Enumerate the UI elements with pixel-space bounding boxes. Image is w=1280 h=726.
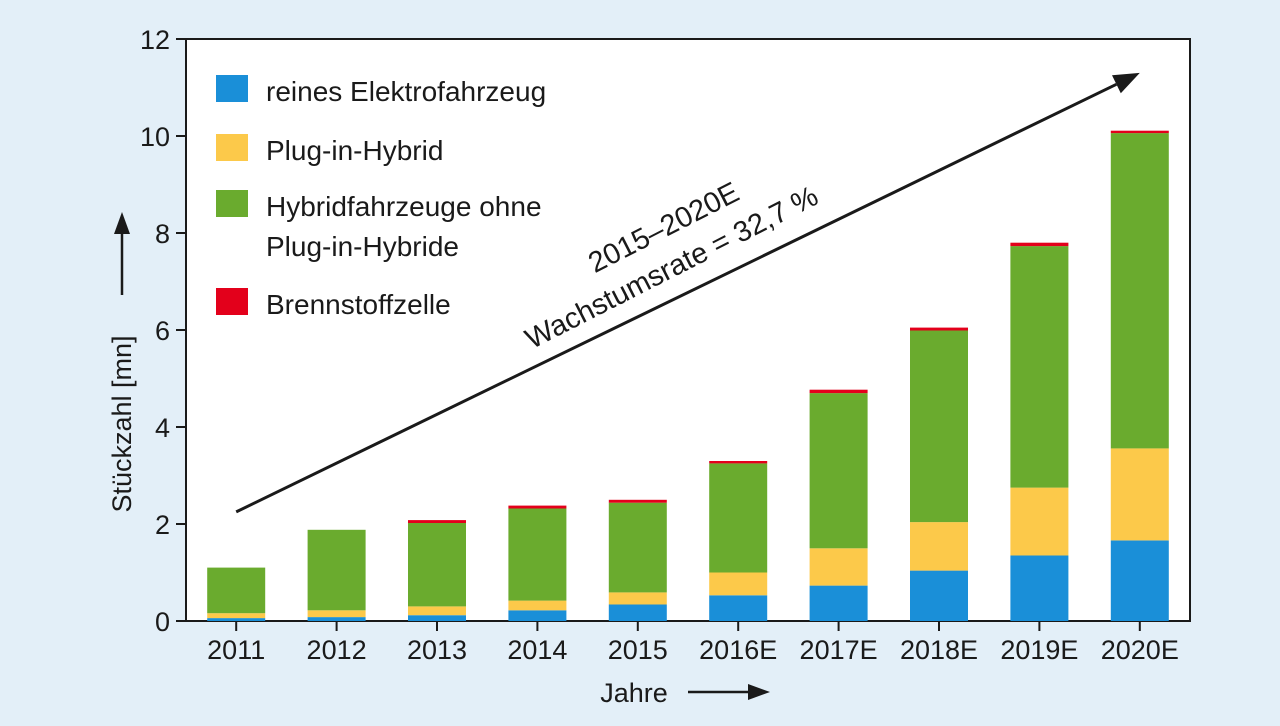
y-axis-title-arrowhead <box>114 212 130 234</box>
y-tick-label: 10 <box>140 122 170 152</box>
legend-swatch-electric <box>216 75 248 102</box>
y-axis-title: Stückzahl [mn] <box>107 335 137 512</box>
bar-segment-2013-s1 <box>408 606 466 616</box>
y-tick-label: 4 <box>155 413 170 443</box>
x-tick-label: 2015 <box>608 635 668 665</box>
bar-segment-2016E-s1 <box>709 572 768 596</box>
bar-segment-2012-s2 <box>307 529 366 611</box>
x-tick-label: 2014 <box>507 635 567 665</box>
x-tick-label: 2019E <box>1000 635 1078 665</box>
bar-segment-2016E-s3 <box>709 461 768 464</box>
x-axis-title-group: Jahre <box>600 678 770 708</box>
x-axis-title: Jahre <box>600 678 668 708</box>
bar-segment-2020E-s0 <box>1110 540 1169 621</box>
bar-segment-2011-s2 <box>207 567 266 614</box>
x-tick-label: 2016E <box>699 635 777 665</box>
legend-label-electric: reines Elektrofahrzeug <box>266 76 546 107</box>
legend-swatch-plugin <box>216 134 248 161</box>
bar-segment-2013-s0 <box>408 615 466 621</box>
bar-segment-2018E-s1 <box>910 522 968 571</box>
y-axis: 0 2 4 6 8 10 12 <box>140 25 186 637</box>
x-tick-label: 2020E <box>1101 635 1179 665</box>
x-axis-title-arrowhead <box>748 684 770 700</box>
x-tick-label: 2011 <box>207 635 265 665</box>
y-tick-label: 0 <box>155 607 170 637</box>
bar-segment-2017E-s3 <box>809 389 868 394</box>
bar-segment-2019E-s2 <box>1010 246 1069 488</box>
bar-segment-2015-s3 <box>608 499 667 503</box>
bar-segment-2019E-s1 <box>1010 487 1069 556</box>
legend-label-plugin: Plug-in-Hybrid <box>266 135 443 166</box>
bar-segment-2016E-s0 <box>709 595 768 621</box>
legend-label-fuelcell: Brennstoffzelle <box>266 289 451 320</box>
x-tick-label: 2013 <box>407 635 467 665</box>
bar-segment-2014-s1 <box>508 600 567 611</box>
y-tick-label: 2 <box>155 510 170 540</box>
bar-segment-2020E-s1 <box>1110 448 1169 541</box>
x-tick-label: 2017E <box>800 635 878 665</box>
bar-segment-2020E-s2 <box>1110 133 1169 449</box>
y-axis-title-group: Stückzahl [mn] <box>107 212 137 513</box>
bar-segment-2013-s3 <box>408 520 466 523</box>
y-tick-label: 6 <box>155 316 170 346</box>
bar-segment-2015-s0 <box>608 604 667 621</box>
y-tick-label: 12 <box>140 25 170 55</box>
legend-label-hybrid-line1: Hybridfahrzeuge ohne <box>266 191 542 222</box>
bar-segment-2018E-s0 <box>910 570 968 621</box>
growth-arrow-line <box>235 82 1118 514</box>
bar-segment-2014-s2 <box>508 508 567 601</box>
bar-segment-2018E-s2 <box>910 330 968 523</box>
x-tick-label: 2018E <box>900 635 978 665</box>
y-tick-label: 8 <box>155 219 170 249</box>
bar-segment-2017E-s1 <box>809 548 868 586</box>
bar-segment-2020E-s3 <box>1110 130 1169 134</box>
bar-segment-2015-s2 <box>608 502 667 593</box>
legend-swatch-hybrid <box>216 190 248 217</box>
bar-segment-2019E-s3 <box>1010 242 1069 247</box>
bar-segment-2011-s1 <box>207 613 266 619</box>
bar-segment-2018E-s3 <box>910 327 968 331</box>
legend-label-hybrid-line2: Plug-in-Hybride <box>266 231 459 262</box>
bar-segment-2014-s0 <box>508 610 567 621</box>
bar-segment-2012-s1 <box>307 610 366 618</box>
x-axis: 2011 2012 2013 2014 2015 2016E 2017E 2018E 2019E… <box>207 621 1179 665</box>
bar-segment-2015-s1 <box>608 592 667 605</box>
bar-segment-2014-s3 <box>508 505 567 509</box>
bar-segment-2019E-s0 <box>1010 555 1069 621</box>
legend: reines Elektrofahrzeug Plug-in-Hybrid Hy… <box>216 75 546 320</box>
legend-swatch-fuelcell <box>216 288 248 315</box>
bar-segment-2017E-s0 <box>809 585 868 621</box>
bar-segment-2016E-s2 <box>709 463 768 573</box>
bar-segment-2013-s2 <box>408 523 466 607</box>
growth-arrow-head <box>1112 72 1140 94</box>
bars <box>207 130 1169 621</box>
bar-segment-2011-s0 <box>207 618 266 621</box>
x-tick-label: 2012 <box>307 635 367 665</box>
bar-segment-2017E-s2 <box>809 393 868 549</box>
bar-segment-2012-s0 <box>307 617 366 621</box>
